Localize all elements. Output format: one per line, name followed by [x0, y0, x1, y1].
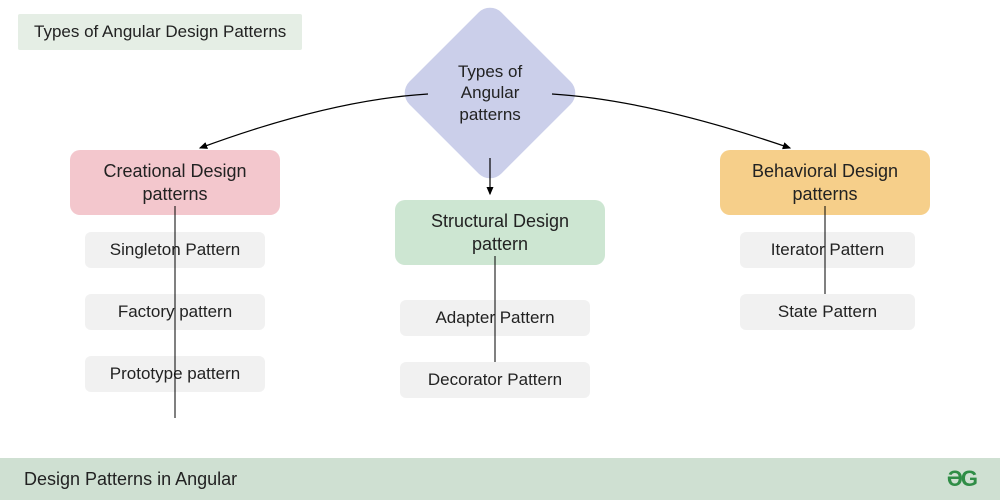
category-label: Creational Designpatterns	[103, 160, 246, 205]
footer-bar: Design Patterns in Angular ƏG	[0, 458, 1000, 500]
leaf-decorator: Decorator Pattern	[400, 362, 590, 398]
arrow-root-to-behavioral	[552, 94, 790, 148]
logo-icon: ƏG	[947, 466, 976, 492]
page-title-box: Types of Angular Design Patterns	[18, 14, 302, 50]
leaf-prototype: Prototype pattern	[85, 356, 265, 392]
leaf-singleton: Singleton Pattern	[85, 232, 265, 268]
arrow-root-to-creational	[200, 94, 428, 148]
category-creational: Creational Designpatterns	[70, 150, 280, 215]
footer-text: Design Patterns in Angular	[24, 469, 237, 490]
page-title: Types of Angular Design Patterns	[34, 22, 286, 41]
root-label: Types ofAngularpatterns	[425, 61, 555, 125]
leaf-factory: Factory pattern	[85, 294, 265, 330]
root-diamond: Types ofAngularpatterns	[398, 1, 582, 185]
category-structural: Structural Designpattern	[395, 200, 605, 265]
category-label: Behavioral Designpatterns	[752, 160, 898, 205]
category-behavioral: Behavioral Designpatterns	[720, 150, 930, 215]
category-label: Structural Designpattern	[431, 210, 569, 255]
leaf-adapter: Adapter Pattern	[400, 300, 590, 336]
leaf-state: State Pattern	[740, 294, 915, 330]
leaf-iterator: Iterator Pattern	[740, 232, 915, 268]
